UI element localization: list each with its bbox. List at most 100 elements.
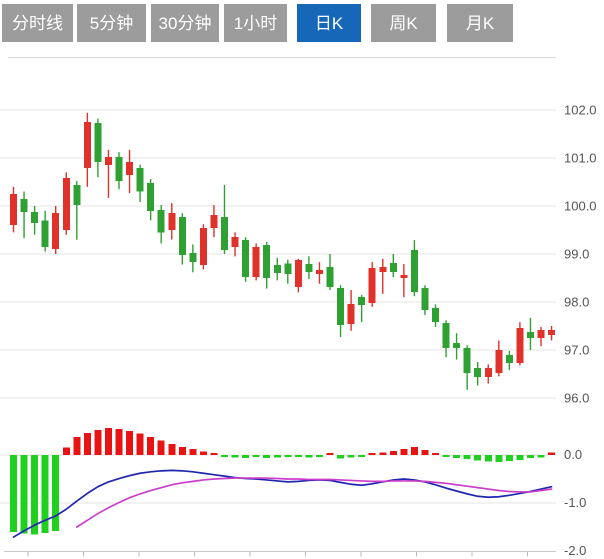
y-axis-labels: 102.0 101.0 100.0 99.0 98.0 97.0 96.0 0.0 -1.0 -2… xyxy=(564,103,597,559)
macd-bar xyxy=(463,455,471,459)
tab-5min[interactable]: 5分钟 xyxy=(77,4,146,42)
macd-bar xyxy=(41,455,49,534)
candle xyxy=(126,149,134,194)
macd-dif-line xyxy=(12,469,553,538)
macd-bar xyxy=(421,450,429,455)
candle xyxy=(484,364,492,384)
macd-bar xyxy=(410,446,418,455)
macd-bar xyxy=(147,436,155,455)
macd-bar xyxy=(189,449,197,455)
candle xyxy=(73,181,81,240)
candle xyxy=(284,259,292,284)
candle xyxy=(136,164,144,203)
macd-histogram xyxy=(10,428,556,535)
x-axis xyxy=(4,551,556,557)
candle xyxy=(421,285,429,315)
macd-bar xyxy=(453,455,461,458)
candle xyxy=(400,264,408,298)
candle xyxy=(94,118,102,178)
price-axis-label: 98.0 xyxy=(564,295,589,310)
candle xyxy=(526,317,534,350)
macd-bar xyxy=(62,447,70,455)
candle xyxy=(210,205,218,238)
macd-bar xyxy=(242,455,250,458)
price-axis-label: 97.0 xyxy=(564,343,589,358)
candle xyxy=(389,254,397,278)
macd-bar xyxy=(73,437,81,455)
candle xyxy=(495,340,503,377)
candle xyxy=(294,258,302,293)
macd-bar xyxy=(326,453,334,455)
macd-bar xyxy=(432,453,439,455)
tab-time-line[interactable]: 分时线 xyxy=(2,4,73,42)
tab-30min[interactable]: 30分钟 xyxy=(151,4,219,42)
candle xyxy=(199,224,207,270)
macd-bar xyxy=(273,455,281,458)
candle xyxy=(231,232,239,257)
macd-bar xyxy=(358,455,366,457)
macd-bar xyxy=(315,455,323,457)
candle xyxy=(548,326,556,341)
macd-bar xyxy=(231,455,239,458)
macd-bar xyxy=(104,428,112,455)
tab-1hour[interactable]: 1小时 xyxy=(224,4,287,42)
macd-bar xyxy=(368,453,376,455)
candle xyxy=(252,243,260,281)
candle xyxy=(242,237,250,282)
candle xyxy=(474,362,482,386)
candle xyxy=(516,322,524,366)
macd-bar xyxy=(252,455,260,457)
candle xyxy=(337,285,345,338)
macd-bar xyxy=(263,455,271,458)
candle xyxy=(273,257,281,281)
price-axis-label: 101.0 xyxy=(564,151,597,166)
candle xyxy=(305,256,313,279)
macd-bar xyxy=(126,431,134,455)
macd-bar xyxy=(168,443,176,455)
price-axis-label: 100.0 xyxy=(564,199,597,214)
candle xyxy=(104,149,112,198)
candle xyxy=(10,186,17,233)
macd-bar xyxy=(347,455,355,458)
macd-bar xyxy=(537,455,545,458)
macd-axis-label: 0.0 xyxy=(564,447,582,462)
candle xyxy=(347,290,355,331)
macd-bar xyxy=(526,455,534,458)
tab-weekly-k[interactable]: 周K xyxy=(371,4,436,42)
macd-bar xyxy=(337,455,345,459)
candle xyxy=(178,213,186,265)
macd-bar xyxy=(221,455,228,457)
tab-bar: 分时线 5分钟 30分钟 1小时 日K 周K 月K xyxy=(2,4,513,42)
candle xyxy=(432,304,439,327)
macd-bar xyxy=(294,455,302,457)
macd-bar xyxy=(474,455,482,461)
macd-axis-label: -2.0 xyxy=(564,543,586,558)
candle xyxy=(62,172,70,235)
macd-bar xyxy=(157,440,165,455)
tab-label: 月K xyxy=(465,13,495,33)
price-axis-label: 96.0 xyxy=(564,391,589,406)
price-axis-label: 99.0 xyxy=(564,247,589,262)
tab-label: 5分钟 xyxy=(89,13,134,33)
tab-monthly-k[interactable]: 月K xyxy=(447,4,513,42)
macd-bar xyxy=(31,455,39,535)
candle xyxy=(453,333,461,360)
candle xyxy=(358,294,366,323)
tab-daily-k[interactable]: 日K xyxy=(297,4,361,42)
candle xyxy=(83,112,91,187)
candle xyxy=(168,203,176,240)
macd-axis-label: -1.0 xyxy=(564,495,586,510)
tab-label: 周K xyxy=(389,13,418,33)
macd-bar xyxy=(178,446,186,455)
tab-label: 日K xyxy=(314,13,344,33)
tab-label: 1小时 xyxy=(233,13,278,33)
macd-bar xyxy=(136,433,144,455)
macd-bar xyxy=(10,455,17,532)
candle xyxy=(379,258,387,294)
candle xyxy=(41,210,49,252)
macd-bar xyxy=(379,452,387,455)
candle xyxy=(189,244,197,273)
candle xyxy=(410,240,418,297)
macd-bar xyxy=(442,455,450,457)
